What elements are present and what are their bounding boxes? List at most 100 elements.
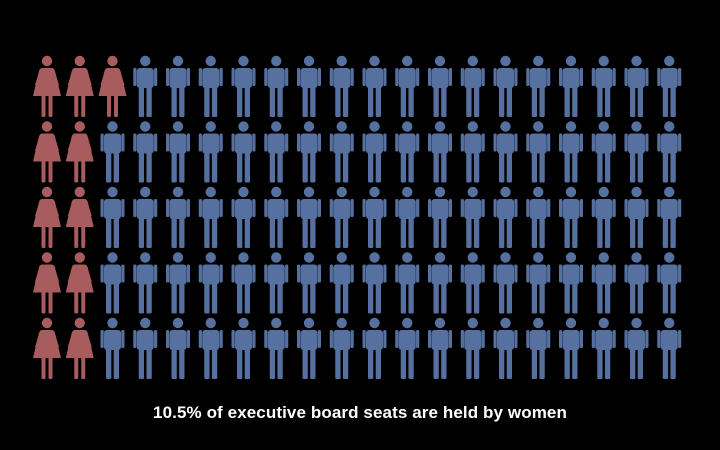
male-figure-icon [428,121,452,183]
male-figure-icon [460,186,485,248]
male-figure-icon [329,55,354,117]
male-figure-icon [329,186,354,248]
male-figure-icon [428,186,452,248]
female-figure-icon [33,121,61,183]
female-figure-icon [65,121,94,183]
male-figure-icon [591,55,616,117]
male-figure-icon [100,317,125,379]
pictogram-chart [33,55,682,379]
male-figure-icon [264,317,289,379]
male-figure-icon [362,317,387,379]
male-figure-icon [297,55,321,117]
male-figure-icon [264,55,289,117]
male-figure-icon [395,317,420,379]
male-figure-icon [133,186,158,248]
male-figure-icon [198,121,223,183]
male-figure-icon [657,252,682,314]
male-figure-icon [395,252,420,314]
female-figure-icon [33,317,61,379]
male-figure-icon [624,121,649,183]
male-figure-icon [657,186,682,248]
male-figure-icon [362,121,387,183]
male-figure-icon [657,55,682,117]
male-figure-icon [395,121,420,183]
male-figure-icon [559,121,583,183]
male-figure-icon [133,55,158,117]
male-figure-icon [231,55,256,117]
male-figure-icon [493,252,518,314]
male-figure-icon [133,252,158,314]
male-figure-icon [231,121,256,183]
male-figure-icon [297,121,321,183]
male-figure-icon [526,252,551,314]
male-figure-icon [133,121,158,183]
male-figure-icon [559,55,583,117]
male-figure-icon [166,55,190,117]
female-figure-icon [33,252,61,314]
male-figure-icon [198,252,223,314]
male-figure-icon [559,252,583,314]
male-figure-icon [460,121,485,183]
male-figure-icon [329,252,354,314]
male-figure-icon [329,121,354,183]
male-figure-icon [624,317,649,379]
male-figure-icon [591,121,616,183]
male-figure-icon [559,317,583,379]
male-figure-icon [198,317,223,379]
male-figure-icon [559,186,583,248]
male-figure-icon [657,121,682,183]
male-figure-icon [624,55,649,117]
male-figure-icon [493,186,518,248]
female-figure-icon [65,186,94,248]
male-figure-icon [493,55,518,117]
male-figure-icon [624,252,649,314]
male-figure-icon [362,252,387,314]
female-figure-icon [65,252,94,314]
male-figure-icon [362,186,387,248]
female-figure-icon [98,55,127,117]
male-figure-icon [297,317,321,379]
male-figure-icon [264,186,289,248]
male-figure-icon [329,317,354,379]
male-figure-icon [166,121,190,183]
male-figure-icon [526,121,551,183]
male-figure-icon [526,186,551,248]
male-figure-icon [231,186,256,248]
male-figure-icon [100,186,125,248]
male-figure-icon [166,186,190,248]
male-figure-icon [460,317,485,379]
male-figure-icon [166,252,190,314]
male-figure-icon [395,55,420,117]
male-figure-icon [657,317,682,379]
male-figure-icon [428,317,452,379]
female-figure-icon [65,317,94,379]
male-figure-icon [395,186,420,248]
female-figure-icon [33,186,61,248]
male-figure-icon [198,186,223,248]
male-figure-icon [591,186,616,248]
male-figure-icon [100,252,125,314]
male-figure-icon [133,317,158,379]
male-figure-icon [591,317,616,379]
male-figure-icon [231,317,256,379]
male-figure-icon [428,252,452,314]
male-figure-icon [591,252,616,314]
male-figure-icon [460,252,485,314]
male-figure-icon [198,55,223,117]
female-figure-icon [33,55,61,117]
male-figure-icon [428,55,452,117]
male-figure-icon [231,252,256,314]
male-figure-icon [493,121,518,183]
male-figure-icon [362,55,387,117]
chart-caption: 10.5% of executive board seats are held … [153,403,567,422]
male-figure-icon [526,317,551,379]
male-figure-icon [624,186,649,248]
male-figure-icon [166,317,190,379]
male-figure-icon [297,186,321,248]
male-figure-icon [493,317,518,379]
male-figure-icon [264,121,289,183]
female-figure-icon [65,55,94,117]
male-figure-icon [526,55,551,117]
male-figure-icon [460,55,485,117]
male-figure-icon [297,252,321,314]
